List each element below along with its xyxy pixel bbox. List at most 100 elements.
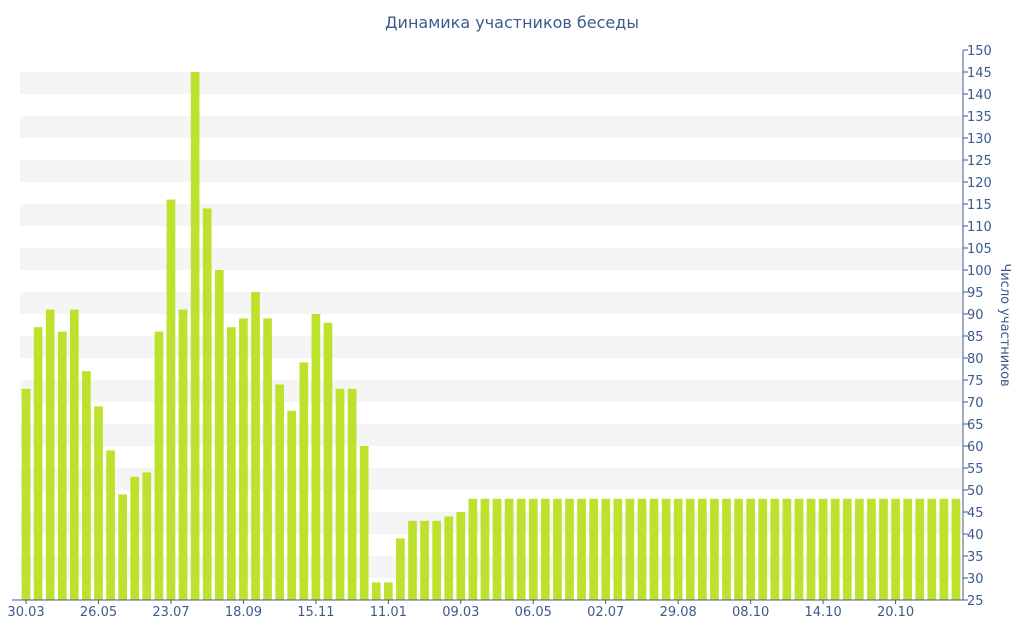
bar <box>480 498 490 600</box>
bar <box>613 498 623 600</box>
bar <box>299 362 309 600</box>
bar <box>33 327 43 600</box>
x-tick-label: 26.05 <box>80 605 117 620</box>
bar <box>710 498 719 600</box>
bar <box>335 388 345 600</box>
bar <box>347 388 357 600</box>
bar <box>915 498 925 600</box>
bar <box>130 476 140 600</box>
bar <box>432 520 442 600</box>
y-tick-label: 110 <box>967 220 992 235</box>
bar <box>396 538 405 600</box>
bar <box>577 498 586 600</box>
x-tick-label: 23.07 <box>152 605 189 620</box>
bar <box>82 371 91 600</box>
bar <box>516 498 526 600</box>
bar <box>444 516 454 600</box>
bar <box>794 498 804 600</box>
y-tick-label: 80 <box>967 352 984 367</box>
x-tick-label: 02.07 <box>587 605 624 620</box>
bar <box>504 498 514 600</box>
bar <box>891 498 900 600</box>
y-tick-label: 125 <box>967 154 992 169</box>
bar <box>214 270 224 600</box>
bar <box>383 582 393 600</box>
bar <box>673 498 683 600</box>
y-tick-label: 60 <box>967 440 984 455</box>
y-tick-label: 75 <box>967 374 984 389</box>
bar <box>57 331 67 600</box>
bar <box>951 498 961 600</box>
bar <box>589 498 599 600</box>
bar <box>685 498 695 600</box>
bar <box>770 498 780 600</box>
y-tick-label: 50 <box>967 484 984 499</box>
x-tick-label: 08.10 <box>732 605 769 620</box>
bar <box>722 498 731 600</box>
bar <box>842 498 852 600</box>
bar <box>697 498 707 600</box>
bar <box>251 292 260 600</box>
y-tick-label: 90 <box>967 308 984 323</box>
bar <box>806 498 816 600</box>
bar <box>540 498 550 600</box>
x-axis: 30.03 26.05 23.07 18.09 15.11 11.01 09.03 06.05… <box>7 599 964 620</box>
bar <box>903 498 913 600</box>
y-tick-label: 45 <box>967 506 984 521</box>
x-tick-label: 14.10 <box>805 605 842 620</box>
x-tick-label: 20.10 <box>877 605 914 620</box>
bar <box>359 446 369 600</box>
bar <box>758 498 768 600</box>
bar <box>854 498 864 600</box>
y-tick-label: 150 <box>967 44 992 59</box>
y-tick-label: 120 <box>967 176 992 191</box>
y-tick-label: 55 <box>967 462 984 477</box>
y-tick-label: 145 <box>967 66 992 81</box>
y-tick-label: 85 <box>967 330 984 345</box>
bar <box>492 498 502 600</box>
bar <box>275 384 285 600</box>
y-tick-label: 115 <box>967 198 992 213</box>
y-tick-label: 95 <box>967 286 984 301</box>
bar <box>528 498 538 600</box>
y-tick-label: 140 <box>967 88 992 103</box>
bar <box>565 498 574 600</box>
grid-band <box>20 204 962 226</box>
x-tick-label: 15.11 <box>297 605 334 620</box>
bar <box>323 322 333 600</box>
y-axis-label: Число участников <box>997 263 1012 386</box>
y-tick-label: 35 <box>967 550 984 565</box>
bar <box>106 450 115 600</box>
bar <box>371 582 381 600</box>
y-tick-label: 25 <box>967 594 984 609</box>
bar <box>420 520 429 600</box>
y-tick-label: 105 <box>967 242 992 257</box>
y-tick-label: 130 <box>967 132 992 147</box>
bar <box>190 72 200 600</box>
bar <box>287 410 297 600</box>
x-tick-label: 29.08 <box>660 605 697 620</box>
grid-band <box>20 248 962 270</box>
bar <box>746 498 756 600</box>
x-tick-label: 30.03 <box>7 605 44 620</box>
bar <box>94 406 103 600</box>
bar <box>782 498 792 600</box>
bar <box>734 498 743 600</box>
chart-title: Динамика участников беседы <box>385 13 639 32</box>
y-tick-label: 100 <box>967 264 992 279</box>
bar <box>226 327 236 600</box>
y-tick-label: 70 <box>967 396 984 411</box>
bar <box>649 498 659 600</box>
x-tick-label: 09.03 <box>442 605 479 620</box>
bar <box>553 498 562 600</box>
x-tick-label: 11.01 <box>370 605 407 620</box>
y-tick-label: 30 <box>967 572 984 587</box>
y-tick-label: 65 <box>967 418 984 433</box>
bar <box>637 498 647 600</box>
grid-band <box>20 160 962 182</box>
bar <box>818 498 828 600</box>
bar <box>142 472 152 600</box>
bar <box>154 331 164 600</box>
bar <box>178 309 188 600</box>
